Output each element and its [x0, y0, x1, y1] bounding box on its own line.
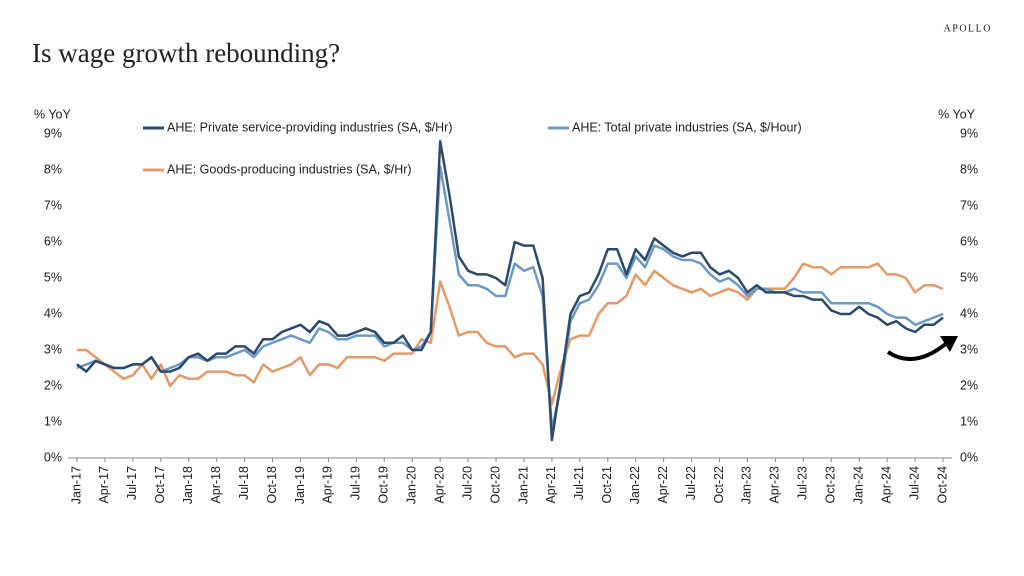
- x-tick-label: Oct-24: [935, 466, 949, 504]
- series-line: [77, 262, 944, 406]
- x-tick-label: Jan-24: [851, 466, 865, 504]
- y-tick-label: 1%: [44, 414, 62, 428]
- x-tick-label: Apr-22: [656, 466, 670, 504]
- x-tick-label: Apr-19: [321, 466, 335, 504]
- x-tick-label: Apr-18: [209, 466, 223, 504]
- y2-tick-label: 3%: [960, 342, 978, 356]
- y2-tick-label: 8%: [960, 162, 978, 176]
- x-tick-label: Jul-17: [125, 466, 139, 500]
- y-axis-label: % YoY: [34, 107, 72, 121]
- x-tick-label: Oct-18: [265, 466, 279, 504]
- y2-axis-label: % YoY: [938, 107, 976, 121]
- x-tick-label: Jan-21: [516, 466, 530, 504]
- series-line: [76, 139, 944, 442]
- x-tick-label: Jul-21: [572, 466, 586, 500]
- x-tick-label: Oct-22: [712, 466, 726, 504]
- x-tick-label: Jan-17: [69, 466, 83, 504]
- y-tick-label: 4%: [44, 306, 62, 320]
- x-tick-label: Jul-20: [460, 466, 474, 500]
- chart-title: Is wage growth rebounding?: [32, 38, 340, 68]
- x-tick-label: Apr-24: [879, 466, 893, 504]
- x-tick-label: Jul-24: [907, 466, 921, 500]
- y-tick-label: 9%: [44, 126, 62, 140]
- annotation-arrow: [886, 340, 950, 361]
- y-tick-label: 5%: [44, 270, 62, 284]
- y2-tick-label: 9%: [960, 126, 978, 140]
- annotation-arrowhead: [940, 336, 958, 352]
- x-tick-label: Jan-22: [628, 466, 642, 504]
- y2-tick-label: 6%: [960, 234, 978, 248]
- x-tick-label: Oct-23: [824, 466, 838, 504]
- legend-label: AHE: Private service-providing industrie…: [167, 120, 453, 134]
- x-tick-label: Oct-21: [600, 466, 614, 504]
- x-tick-label: Jul-18: [237, 466, 251, 500]
- y-tick-label: 6%: [44, 234, 62, 248]
- y-tick-label: 3%: [44, 342, 62, 356]
- series-line: [76, 165, 944, 431]
- legend-label: AHE: Goods-producing industries (SA, $/H…: [167, 162, 412, 176]
- x-tick-label: Oct-17: [153, 466, 167, 504]
- x-tick-label: Apr-23: [768, 466, 782, 504]
- x-tick-label: Apr-17: [97, 466, 111, 504]
- y2-tick-label: 7%: [960, 198, 978, 212]
- x-tick-label: Oct-20: [488, 466, 502, 504]
- x-tick-label: Jul-23: [796, 466, 810, 500]
- x-tick-label: Apr-20: [432, 466, 446, 504]
- x-tick-label: Jul-19: [349, 466, 363, 500]
- y-tick-label: 0%: [44, 450, 62, 464]
- y-tick-label: 2%: [44, 378, 62, 392]
- x-tick-label: Jan-23: [740, 466, 754, 504]
- x-tick-label: Oct-19: [377, 466, 391, 504]
- x-tick-label: Jan-19: [293, 466, 307, 504]
- y2-tick-label: 0%: [960, 450, 978, 464]
- y2-tick-label: 1%: [960, 414, 978, 428]
- x-tick-label: Jul-22: [684, 466, 698, 500]
- legend-label: AHE: Total private industries (SA, $/Hou…: [572, 120, 802, 134]
- y2-tick-label: 5%: [960, 270, 978, 284]
- x-tick-label: Jan-18: [181, 466, 195, 504]
- y2-tick-label: 4%: [960, 306, 978, 320]
- x-tick-label: Apr-21: [544, 466, 558, 504]
- y-tick-label: 7%: [44, 198, 62, 212]
- x-tick-label: Jan-20: [405, 466, 419, 504]
- y-tick-label: 8%: [44, 162, 62, 176]
- brand: APOLLO: [944, 23, 992, 34]
- y2-tick-label: 2%: [960, 378, 978, 392]
